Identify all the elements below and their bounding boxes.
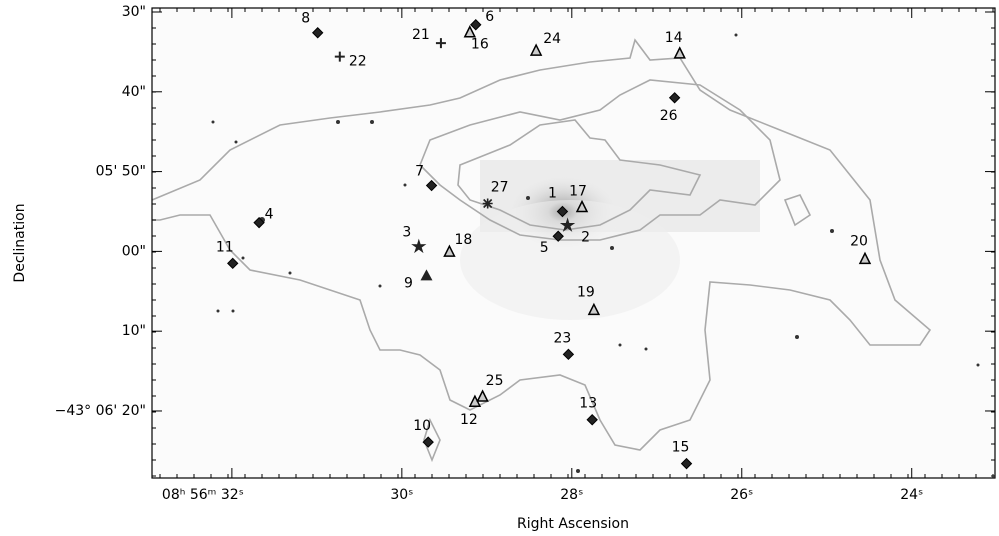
source-marker: [443, 244, 456, 257]
source-marker: [668, 92, 681, 104]
source-label: 4: [265, 207, 274, 223]
source-label: 12: [460, 412, 478, 428]
source-marker: [552, 230, 564, 242]
contours: [151, 38, 932, 463]
y-tick-label: 30": [122, 4, 146, 20]
source-label: 24: [543, 31, 561, 47]
source-label: 22: [349, 54, 367, 70]
source-marker: [587, 302, 601, 316]
source-label: 14: [665, 30, 683, 46]
y-tick-label: 00": [122, 243, 146, 259]
source-label: 1: [548, 185, 557, 201]
source-marker: [463, 25, 477, 38]
source-label: 17: [569, 183, 587, 199]
y-tick-label: 10": [122, 323, 146, 339]
source-label: 21: [412, 27, 430, 43]
source-marker: [312, 27, 324, 39]
source-marker: [559, 217, 576, 232]
source-label: 9: [404, 275, 413, 291]
source-marker: [562, 348, 575, 361]
x-tick-label: 08ʰ 56ᵐ 32ˢ: [162, 487, 244, 503]
source-marker: [470, 19, 482, 31]
source-marker: [334, 51, 345, 62]
x-axis-title: Right Ascension: [517, 516, 629, 532]
y-tick-label: 05' 50": [96, 164, 146, 180]
source-label: 27: [491, 180, 509, 196]
source-label: 8: [301, 11, 310, 27]
source-label: 15: [672, 440, 690, 456]
source-marker: [425, 179, 438, 192]
y-tick-label: 40": [122, 84, 146, 100]
source-label: 20: [850, 233, 868, 249]
source-marker: [435, 38, 446, 49]
source-marker: [586, 414, 598, 426]
x-tick-label: 26ˢ: [730, 487, 753, 503]
source-marker: [476, 389, 489, 402]
source-label: 26: [660, 108, 678, 124]
source-marker: [858, 251, 872, 265]
source-marker: [420, 269, 433, 281]
source-label: 13: [579, 396, 597, 412]
source-label: 19: [577, 284, 595, 300]
source-marker: [556, 205, 569, 218]
source-marker: [529, 43, 543, 56]
y-axis-title: Declination: [12, 203, 28, 282]
x-tick-label: 24ˢ: [900, 487, 923, 503]
x-tick-label: 28ˢ: [560, 487, 583, 503]
source-marker: [422, 436, 434, 448]
source-label: 3: [402, 225, 411, 241]
source-marker: [411, 238, 427, 254]
y-tick-label: −43° 06' 20": [55, 403, 146, 419]
source-label: 10: [413, 418, 431, 434]
source-label: 16: [471, 37, 489, 53]
source-marker: [673, 46, 686, 59]
source-marker: [227, 257, 239, 270]
source-label: 2: [581, 229, 590, 245]
image-background: [152, 8, 995, 478]
source-marker: [482, 198, 493, 209]
source-label: 23: [553, 330, 571, 346]
source-label: 18: [455, 232, 473, 248]
source-marker: [253, 216, 265, 229]
source-marker: [680, 457, 693, 470]
source-label: 25: [486, 373, 504, 389]
source-label: 6: [485, 9, 494, 25]
plot-frame: [151, 7, 996, 479]
source-label: 11: [216, 239, 234, 255]
source-marker: [575, 199, 589, 213]
source-label: 5: [540, 240, 549, 256]
source-label: 7: [415, 164, 424, 180]
x-tick-label: 30ˢ: [390, 487, 413, 503]
